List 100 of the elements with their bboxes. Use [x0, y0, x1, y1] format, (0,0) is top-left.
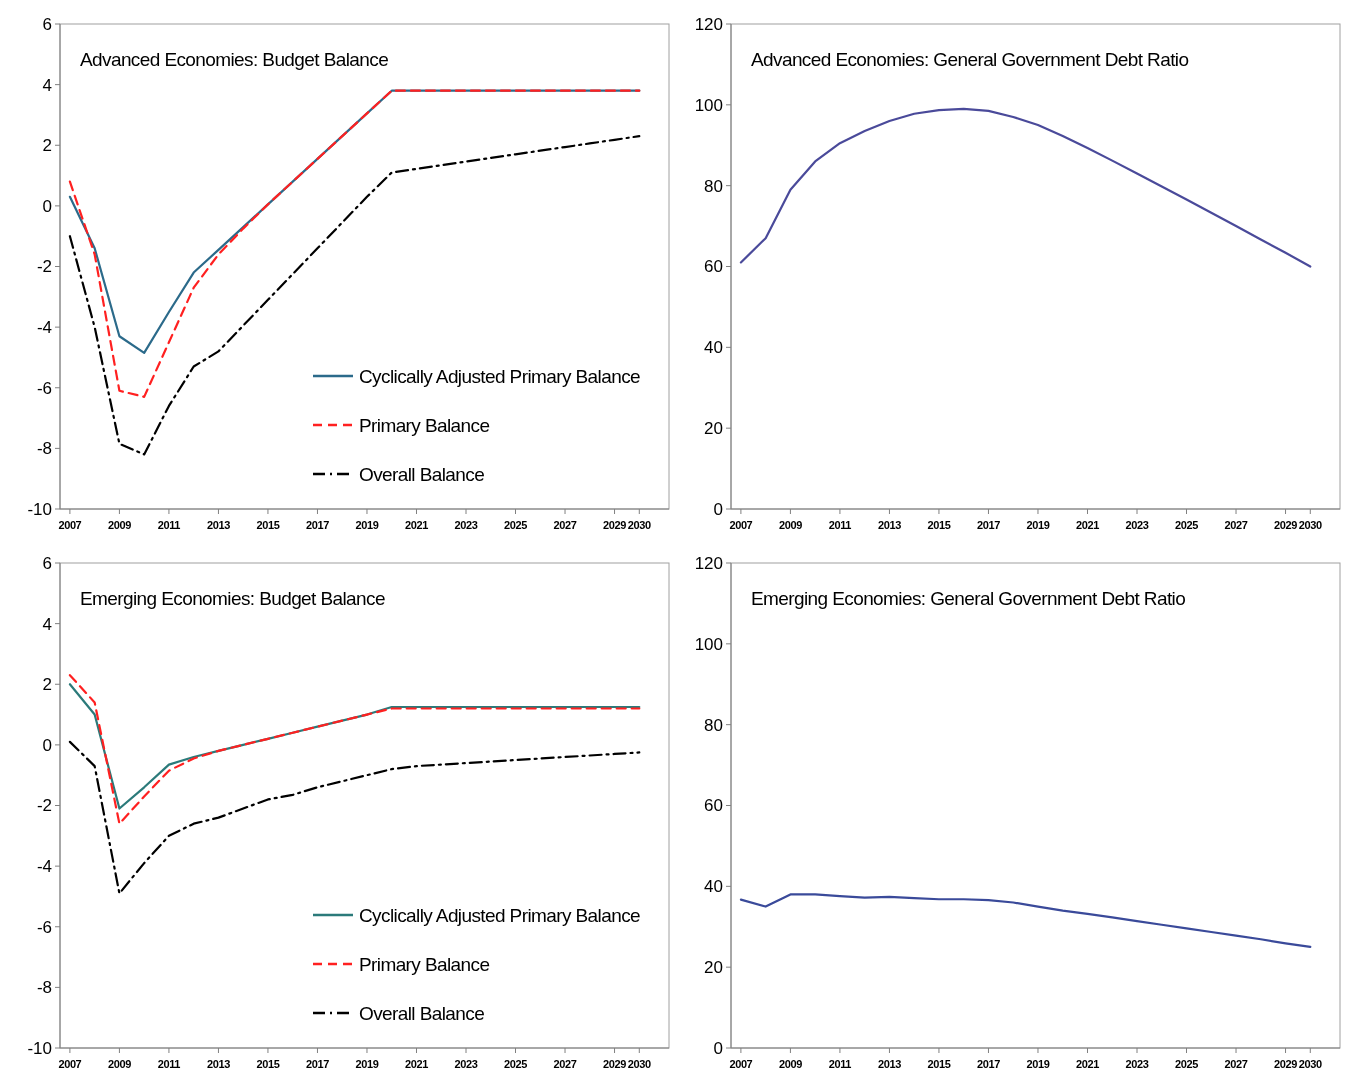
y-tick-label: 6: [42, 553, 52, 573]
x-tick-label: 2023: [454, 519, 478, 531]
x-tick-label: 2017: [306, 519, 330, 531]
y-tick-label: 60: [704, 257, 723, 277]
x-tick-label: 2019: [1026, 1058, 1050, 1070]
x-tick-label: 2029: [603, 1058, 627, 1070]
x-tick-label: 2017: [977, 519, 1001, 531]
x-tick-label: 2023: [1125, 519, 1149, 531]
y-tick-label: 0: [713, 499, 723, 519]
legend-label: Primary Balance: [359, 414, 490, 436]
x-tick-label: 2029: [1274, 519, 1298, 531]
y-tick-label: -4: [36, 318, 52, 338]
text: Advanced Economies: Budget Balance: [80, 49, 389, 70]
x-tick-label: 2009: [778, 1058, 803, 1070]
x-tick-label: 2021: [405, 519, 429, 531]
y-tick-label: 40: [704, 877, 723, 897]
y-tick-label: -6: [36, 917, 52, 937]
x-tick-label: 2019: [355, 1058, 379, 1070]
line-series: [68, 135, 641, 456]
x-tick-label: 2007: [58, 519, 82, 531]
x-tick-label: 2017: [977, 1058, 1001, 1070]
x-tick-label: 2013: [207, 519, 231, 531]
x-tick-label: 2011: [157, 1058, 181, 1070]
x-tick-label: 2015: [927, 519, 951, 531]
legend-label: Overall Balance: [359, 1002, 485, 1024]
text: Advanced Economies: General Government Debt Ratio: [751, 49, 1189, 70]
x-tick-label: 2015: [256, 519, 280, 531]
x-tick-label: 2015: [256, 1058, 280, 1070]
y-tick-label: 40: [704, 338, 723, 358]
x-tick-label: 2019: [355, 519, 379, 531]
legend-label: Cyclically Adjusted Primary Balance: [359, 365, 641, 387]
x-tick-label: 2011: [828, 519, 852, 531]
y-tick-label: -8: [36, 439, 52, 459]
x-tick-label: 2027: [1224, 519, 1248, 531]
y-tick-label: -8: [36, 978, 52, 998]
x-tick-label: 2007: [729, 519, 753, 531]
x-tick-label: 2011: [828, 1058, 852, 1070]
x-tick-label: 2023: [454, 1058, 478, 1070]
y-tick-label: 80: [704, 176, 723, 196]
y-tick-label: -2: [36, 796, 52, 816]
x-tick-label: 2030: [627, 1058, 652, 1070]
text: Emerging Economies: General Government Debt Ratio: [751, 588, 1186, 609]
x-tick-label: 2021: [405, 1058, 429, 1070]
y-tick-label: 120: [694, 14, 723, 34]
legend-label: Cyclically Adjusted Primary Balance: [359, 904, 641, 926]
x-tick-label: 2017: [306, 1058, 330, 1070]
x-tick-label: 2009: [778, 519, 803, 531]
x-tick-label: 2023: [1125, 1058, 1149, 1070]
line-series: [739, 893, 1312, 949]
y-tick-label: 80: [704, 715, 723, 735]
x-tick-label: 2021: [1076, 1058, 1100, 1070]
legend-label: Overall Balance: [359, 463, 485, 485]
x-tick-label: 2025: [1175, 519, 1199, 531]
x-tick-label: 2019: [1026, 519, 1050, 531]
x-tick-label: 2025: [504, 1058, 528, 1070]
x-tick-label: 2015: [927, 1058, 951, 1070]
x-tick-label: 2027: [1224, 1058, 1248, 1070]
y-tick-label: 100: [694, 95, 723, 115]
x-tick-label: 2025: [1175, 1058, 1199, 1070]
y-tick-label: 4: [42, 614, 52, 634]
legend-label: Primary Balance: [359, 953, 490, 975]
y-tick-label: 6: [42, 14, 52, 34]
x-tick-label: 2030: [1298, 519, 1323, 531]
x-tick-label: 2021: [1076, 519, 1100, 531]
y-tick-label: 4: [42, 75, 52, 95]
x-tick-label: 2007: [58, 1058, 82, 1070]
line-series: [68, 674, 641, 825]
line-series: [68, 683, 641, 810]
x-tick-label: 2009: [107, 1058, 132, 1070]
line-series: [68, 740, 641, 895]
y-tick-label: -6: [36, 378, 52, 398]
y-tick-label: 2: [42, 136, 52, 156]
y-tick-label: 20: [704, 419, 723, 439]
x-tick-label: 2013: [207, 1058, 231, 1070]
y-tick-label: -4: [36, 857, 52, 877]
y-tick-label: 0: [42, 735, 52, 755]
y-tick-label: 0: [713, 1038, 723, 1058]
y-tick-label: -2: [36, 257, 52, 277]
x-tick-label: 2011: [157, 519, 181, 531]
text: Emerging Economies: Budget Balance: [80, 588, 385, 609]
x-tick-label: 2025: [504, 519, 528, 531]
y-tick-label: -10: [27, 499, 52, 519]
y-tick-label: 0: [42, 196, 52, 216]
x-tick-label: 2027: [553, 1058, 577, 1070]
x-tick-label: 2030: [627, 519, 652, 531]
x-tick-label: 2029: [603, 519, 627, 531]
y-tick-label: 100: [694, 634, 723, 654]
x-tick-label: 2029: [1274, 1058, 1298, 1070]
y-tick-label: -10: [27, 1038, 52, 1058]
x-tick-label: 2007: [729, 1058, 753, 1070]
x-tick-label: 2009: [107, 519, 132, 531]
x-tick-label: 2013: [878, 519, 902, 531]
y-tick-label: 60: [704, 796, 723, 816]
line-series: [739, 107, 1312, 268]
x-tick-label: 2027: [553, 519, 577, 531]
y-tick-label: 20: [704, 958, 723, 978]
y-tick-label: 120: [694, 553, 723, 573]
x-tick-label: 2013: [878, 1058, 902, 1070]
x-tick-label: 2030: [1298, 1058, 1323, 1070]
y-tick-label: 2: [42, 675, 52, 695]
